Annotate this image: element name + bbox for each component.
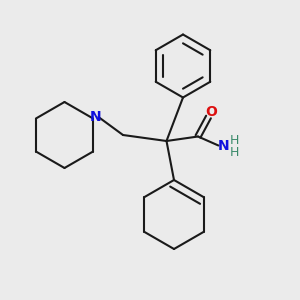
Text: O: O bbox=[205, 105, 217, 119]
Text: N: N bbox=[89, 110, 101, 124]
Text: H: H bbox=[230, 146, 240, 159]
Text: N: N bbox=[218, 140, 230, 153]
Text: H: H bbox=[230, 134, 240, 147]
